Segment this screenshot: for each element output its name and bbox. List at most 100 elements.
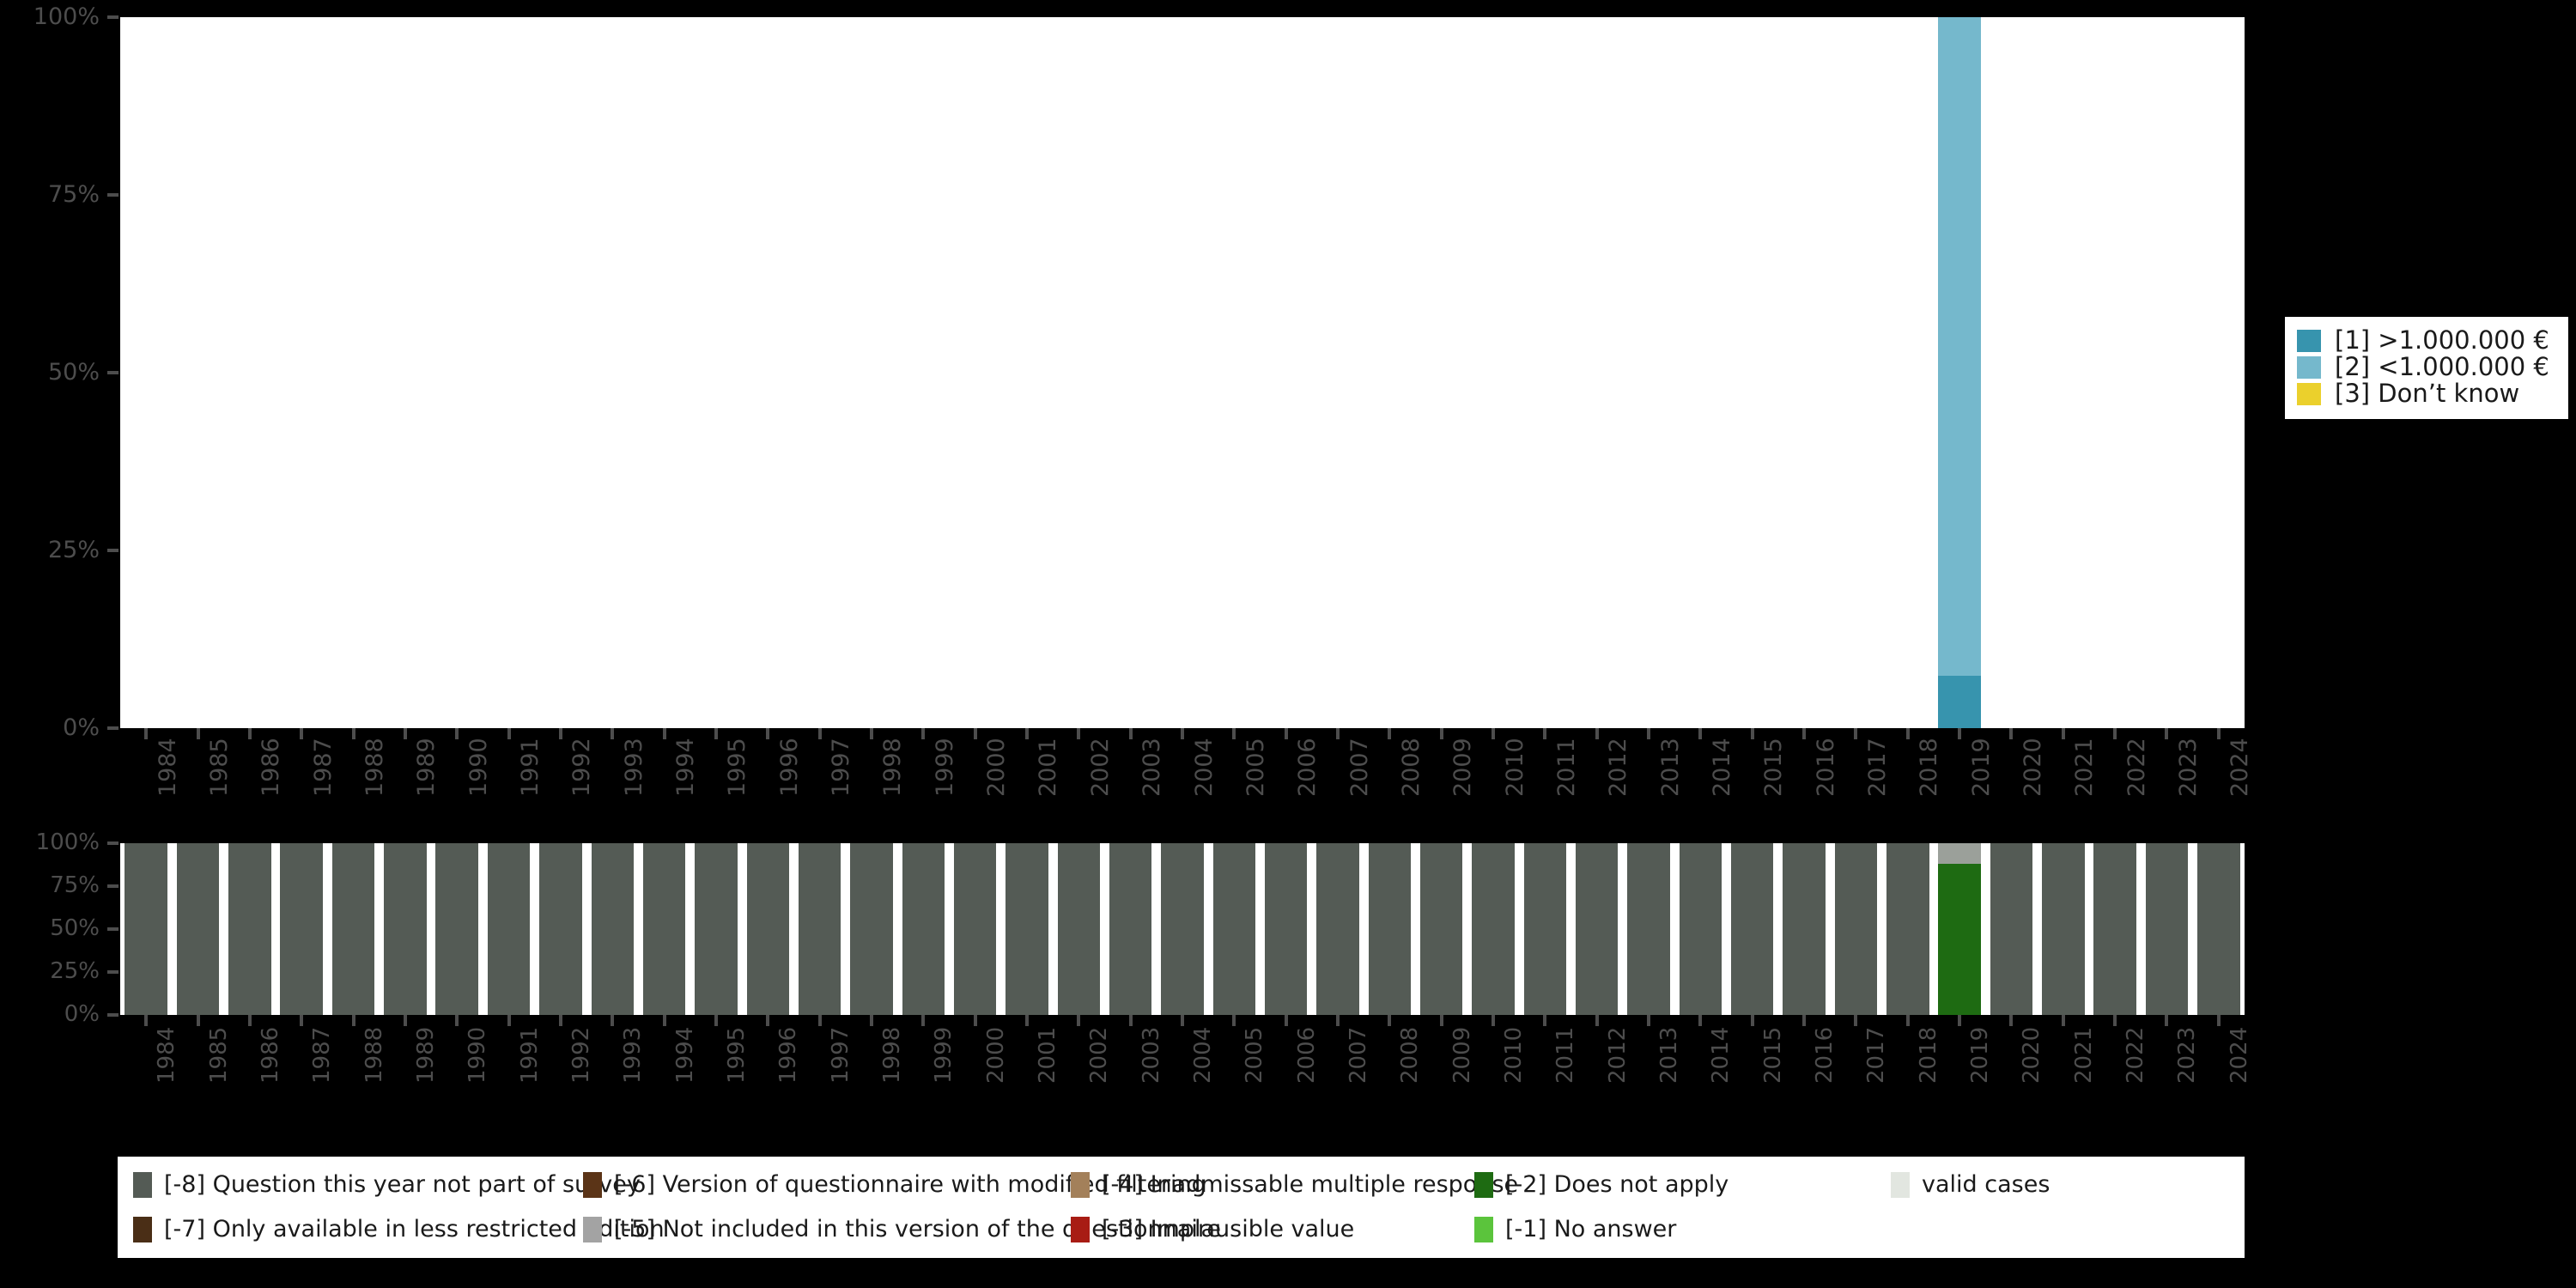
missing-legend-item[interactable]: [-4] Inadmissable multiple response [1071,1170,1518,1200]
bar-column-2010[interactable] [1472,843,1515,1015]
x-tick-mark [1543,728,1547,739]
bar-column-1994[interactable] [642,843,686,1015]
x-tick-label-2011: 2011 [1552,738,1580,797]
x-tick-mark [2009,1015,2014,1026]
x-tick-label-1999: 1999 [931,738,958,797]
x-tick-mark [558,728,562,739]
x-tick-mark [1802,1015,1807,1026]
bar-column-2016[interactable] [1783,843,1826,1015]
x-tick-label-2006: 2006 [1293,1026,1320,1084]
bar-column-1998[interactable] [850,843,893,1015]
y-tick-label: 0% [64,1001,100,1027]
missing-legend-swatch [133,1217,152,1242]
missing-legend-label: [-5] Not included in this version of the… [614,1216,1221,1242]
missing-legend-item[interactable]: [-5] Not included in this version of the… [583,1215,1221,1244]
bar-column-2009[interactable] [1419,843,1463,1015]
x-tick-mark [2061,1015,2065,1026]
bar-column-2004[interactable] [1161,843,1204,1015]
x-tick-mark [869,728,873,739]
missing-legend-item[interactable]: valid cases [1891,1170,2050,1200]
bar-column-1991[interactable] [487,843,531,1015]
missing-legend-item[interactable]: [-7] Only available in less restricted e… [133,1215,665,1244]
x-tick-label-2014: 2014 [1708,738,1735,797]
bar-column-2018[interactable] [1886,843,1929,1015]
bar-column-2002[interactable] [1057,843,1101,1015]
x-tick-mark [455,728,459,739]
x-tick-label-2001: 2001 [1035,738,1062,797]
bar-column-1988[interactable] [331,843,375,1015]
bar-column-2003[interactable] [1109,843,1152,1015]
bar-column-1985[interactable] [176,843,220,1015]
bar-segment [591,843,634,1015]
bar-column-1992[interactable] [539,843,582,1015]
bar-column-1989[interactable] [384,843,427,1015]
missing-legend-item[interactable]: [-6] Version of questionnaire with modif… [583,1170,1206,1200]
bar-segment [1834,843,1878,1015]
bar-column-1993[interactable] [591,843,634,1015]
y-tick-label: 75% [50,872,100,898]
bar-column-2005[interactable] [1212,843,1256,1015]
x-tick-mark [1439,1015,1443,1026]
bar-segment [280,843,323,1015]
x-tick-label-2021: 2021 [2071,738,2099,797]
bar-column-2011[interactable] [1523,843,1567,1015]
bar-column-2008[interactable] [1368,843,1412,1015]
missing-legend-item[interactable]: [-2] Does not apply [1474,1170,1728,1200]
bar-column-2021[interactable] [2042,843,2085,1015]
bar-column-1995[interactable] [695,843,738,1015]
legend-swatch-3 [2297,382,2321,405]
x-tick-mark [1336,1015,1340,1026]
x-tick-mark [1854,728,1858,739]
bar-column-1990[interactable] [435,843,478,1015]
bar-column-2019[interactable] [1938,17,1981,728]
bar-column-2019[interactable] [1938,843,1981,1015]
bar-column-2007[interactable] [1316,843,1359,1015]
bar-column-2006[interactable] [1264,843,1308,1015]
x-tick-mark [2009,728,2014,739]
x-tick-label-2019: 2019 [1967,1026,1994,1084]
bar-segment [1161,843,1204,1015]
legend-item[interactable]: [1] >1.000.000 € [2297,327,2556,354]
bar-segment [1212,843,1256,1015]
bar-segment [1938,864,1981,1015]
legend-item[interactable]: [2] <1.000.000 € [2297,354,2556,380]
x-tick-mark [817,728,822,739]
x-tick-mark [1284,728,1288,739]
bar-column-2017[interactable] [1834,843,1878,1015]
x-tick-label-2009: 2009 [1449,1026,1475,1084]
bar-segment [642,843,686,1015]
x-tick-label-1992: 1992 [568,738,596,797]
bar-column-2000[interactable] [953,843,997,1015]
bar-segment [1627,843,1670,1015]
missing-legend-label: [-7] Only available in less restricted e… [164,1216,665,1242]
bar-column-2013[interactable] [1627,843,1670,1015]
bar-column-1987[interactable] [280,843,323,1015]
bar-column-1984[interactable] [125,843,167,1015]
missing-legend-item[interactable]: [-3] Implausible value [1071,1215,1354,1244]
bar-column-1999[interactable] [902,843,945,1015]
bar-segment [1938,675,1981,728]
missing-legend-item[interactable]: [-1] No answer [1474,1215,1676,1244]
bar-column-1996[interactable] [746,843,789,1015]
bar-segment [695,843,738,1015]
bar-column-2020[interactable] [1990,843,2033,1015]
bar-column-2015[interactable] [1731,843,1774,1015]
bar-column-2012[interactable] [1575,843,1619,1015]
missing-legend-item[interactable]: [-8] Question this year not part of surv… [133,1170,641,1200]
bar-column-2001[interactable] [1005,843,1048,1015]
x-tick-mark [351,1015,355,1026]
bar-column-2023[interactable] [2145,843,2189,1015]
bar-column-2014[interactable] [1679,843,1722,1015]
missing-legend-label: [-8] Question this year not part of surv… [164,1171,641,1198]
x-tick-mark [1543,1015,1547,1026]
x-tick-label-2006: 2006 [1294,738,1321,797]
legend-item[interactable]: [3] Don’t know [2297,380,2556,407]
bar-column-1997[interactable] [798,843,841,1015]
bar-column-2024[interactable] [2197,843,2240,1015]
bar-column-1986[interactable] [228,843,271,1015]
x-tick-mark [1905,728,1910,739]
legend-swatch-1 [2297,329,2321,352]
x-tick-mark [869,1015,873,1026]
x-tick-label-2020: 2020 [2019,1026,2045,1084]
bar-column-2022[interactable] [2093,843,2136,1015]
